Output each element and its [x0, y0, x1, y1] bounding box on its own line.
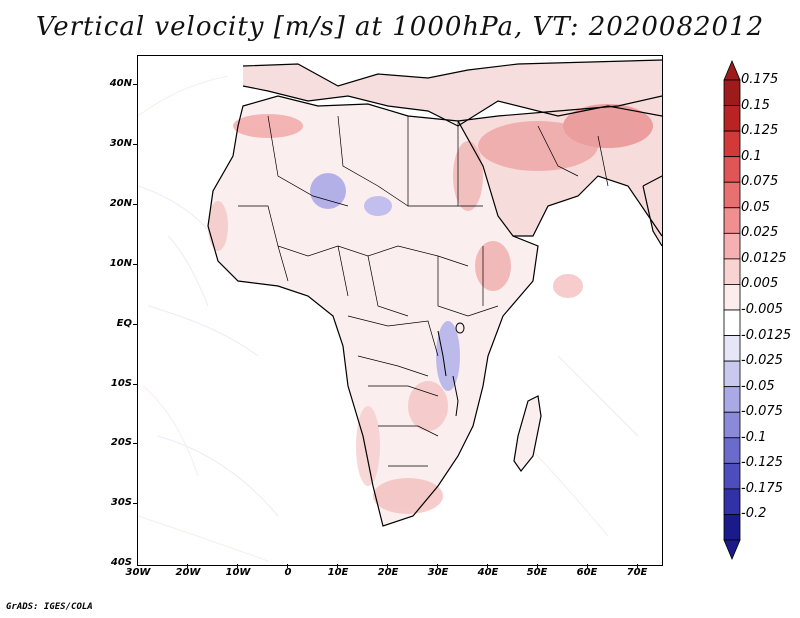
colorbar-label: 0.025: [741, 225, 779, 241]
colorbar-swatch: [723, 462, 741, 490]
lon-tick: [337, 564, 338, 568]
lon-label-40e: 40E: [477, 567, 499, 578]
colorbar-label: 0.1: [741, 148, 762, 164]
colorbar-label: -0.2: [741, 506, 767, 522]
lon-tick: [187, 564, 188, 568]
colorbar-swatch: [723, 309, 741, 336]
lon-tick: [587, 564, 588, 568]
colorbar-label: 0.075: [741, 174, 779, 190]
lat-tick: [133, 384, 137, 385]
colorbar-label: -0.05: [741, 378, 775, 394]
lon-label-70e: 70E: [626, 567, 648, 578]
colorbar-label: -0.025: [741, 353, 783, 369]
lat-label-40s: 40S: [110, 557, 132, 568]
colorbar-swatch: [723, 258, 741, 285]
lat-label-10n: 10N: [109, 258, 132, 269]
lon-label-20e: 20E: [377, 567, 399, 578]
colorbar-swatch: [723, 79, 741, 106]
colorbar-label: 0.0125: [741, 250, 787, 266]
colorbar-swatch: [723, 232, 741, 260]
lat-label-30s: 30S: [110, 497, 132, 508]
lon-label-30e: 30E: [427, 567, 449, 578]
lat-tick: [133, 144, 137, 145]
lat-tick: [133, 503, 137, 504]
lat-tick: [133, 324, 137, 325]
lon-label-60e: 60E: [576, 567, 598, 578]
map-canvas: [138, 59, 662, 562]
lat-label-eq: EQ: [116, 318, 132, 329]
colorbar-swatch: [723, 386, 741, 413]
colorbar-swatch: [723, 514, 741, 541]
lon-tick: [287, 564, 288, 568]
lon-label-10w: 10W: [225, 567, 251, 578]
coastlines: [207, 59, 662, 527]
lon-label-30w: 30W: [125, 567, 151, 578]
lon-tick: [637, 564, 638, 568]
lakes: [437, 322, 465, 417]
colorbar-label: -0.1: [741, 429, 767, 445]
colorbar-label: 0.005: [741, 276, 779, 292]
colorbar-label: -0.0125: [741, 327, 792, 343]
country-borders: [238, 115, 609, 467]
colorbar-label: 0.125: [741, 123, 779, 139]
colorbar-top-arrow: [723, 60, 741, 81]
lon-label-50e: 50E: [526, 567, 548, 578]
colorbar-label: -0.005: [741, 302, 783, 317]
map-panel: [137, 55, 663, 566]
lon-label-20w: 20W: [175, 567, 201, 578]
lat-label-40n: 40N: [109, 78, 132, 89]
colorbar-label: 0.15: [741, 97, 770, 113]
colorbar-swatch: [723, 207, 741, 234]
lat-label-30n: 30N: [109, 138, 132, 149]
lon-tick: [537, 564, 538, 568]
colorbar-swatch: [723, 284, 741, 311]
lon-tick: [437, 564, 438, 568]
lon-label-10e: 10E: [327, 567, 349, 578]
lat-label-10s: 10S: [110, 378, 132, 389]
colorbar-swatch: [723, 156, 741, 183]
colorbar-swatch: [723, 488, 741, 515]
lat-label-20n: 20N: [109, 198, 132, 209]
credit-text: GrADS: IGES/COLA: [6, 602, 93, 612]
colorbar-label: 0.05: [741, 199, 770, 215]
velocity-patches: [208, 104, 653, 514]
colorbar-swatch: [723, 411, 741, 439]
lat-label-20s: 20S: [110, 437, 132, 448]
chart-title: Vertical velocity [m/s] at 1000hPa, VT: …: [35, 12, 765, 42]
colorbar-swatch: [723, 130, 741, 158]
colorbar-label: -0.175: [741, 480, 783, 496]
colorbar: [723, 60, 741, 560]
lon-tick: [487, 564, 488, 568]
lat-tick: [133, 264, 137, 265]
colorbar-swatch: [723, 105, 741, 132]
colorbar-swatch: [723, 181, 741, 209]
lat-tick: [133, 204, 137, 205]
colorbar-label: -0.125: [741, 455, 783, 471]
colorbar-swatch: [723, 335, 741, 362]
colorbar-label: 0.175: [741, 72, 779, 87]
lon-tick: [237, 564, 238, 568]
lon-label-0: 0: [284, 567, 292, 578]
lat-tick: [133, 443, 137, 444]
colorbar-swatch: [723, 360, 741, 388]
lat-tick: [133, 84, 137, 85]
colorbar-bottom-arrow: [723, 539, 741, 560]
colorbar-swatch: [723, 437, 741, 464]
lon-tick: [387, 564, 388, 568]
colorbar-label: -0.075: [741, 404, 783, 420]
